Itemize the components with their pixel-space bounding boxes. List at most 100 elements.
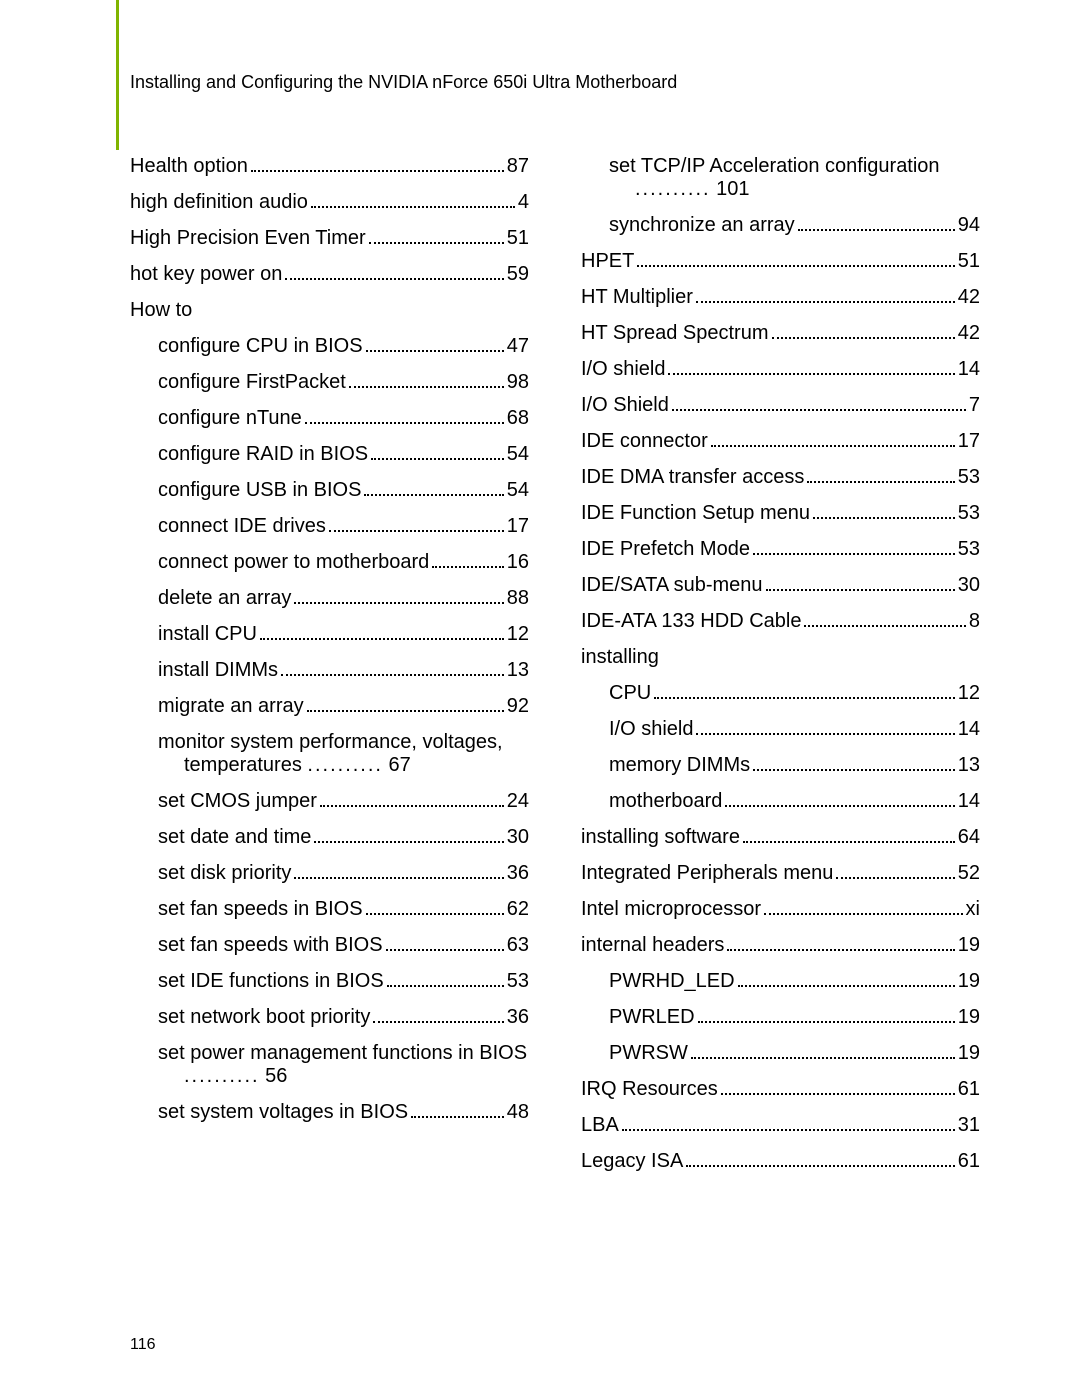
index-entry: HT Multiplier42 xyxy=(581,286,980,309)
index-entry-page: 30 xyxy=(958,574,980,597)
leader-dots xyxy=(622,1116,955,1131)
index-entry: set disk priority36 xyxy=(130,862,529,885)
leader-dots xyxy=(281,661,504,676)
index-col-left: Health option87high definition audio4Hig… xyxy=(130,155,529,1186)
leader-dots xyxy=(807,468,954,483)
leader-dots xyxy=(804,612,965,627)
index-entry: hot key power on59 xyxy=(130,263,529,286)
index-entry-label: IDE/SATA sub-menu xyxy=(581,574,763,597)
index-entry-page: 36 xyxy=(507,862,529,885)
leader-dots xyxy=(696,288,955,303)
index-entry-page: 92 xyxy=(507,695,529,718)
leader-dots xyxy=(329,517,504,532)
index-entry: configure RAID in BIOS54 xyxy=(130,443,529,466)
index-entry-page: 36 xyxy=(507,1006,529,1029)
index-entry: HPET51 xyxy=(581,250,980,273)
leader-dots xyxy=(320,792,504,807)
index-entry: set power management functions in BIOS .… xyxy=(130,1042,529,1088)
index-entry-page: 63 xyxy=(507,934,529,957)
index-entry-page: 17 xyxy=(958,430,980,453)
index-entry-page: 19 xyxy=(958,1006,980,1029)
index-entry: configure USB in BIOS54 xyxy=(130,479,529,502)
leader-dots xyxy=(696,720,954,735)
index-entry-label: HT Spread Spectrum xyxy=(581,322,769,345)
leader-dots xyxy=(637,252,954,267)
leader-dots xyxy=(294,864,503,879)
index-entry-label: configure CPU in BIOS xyxy=(158,335,363,358)
index-entry-label: LBA xyxy=(581,1114,619,1137)
index-entry: IDE Prefetch Mode53 xyxy=(581,538,980,561)
index-entry: Integrated Peripherals menu 52 xyxy=(581,862,980,885)
index-entry-label: high definition audio xyxy=(130,191,308,214)
leader-dots xyxy=(366,900,504,915)
leader-dots xyxy=(738,972,955,987)
page: Installing and Configuring the NVIDIA nF… xyxy=(0,0,1080,1388)
index-entry-page: 14 xyxy=(958,718,980,741)
index-entry-label: Integrated Peripherals menu xyxy=(581,862,833,885)
index-entry: IRQ Resources61 xyxy=(581,1078,980,1101)
index-entry: install DIMMs13 xyxy=(130,659,529,682)
leader-dots xyxy=(364,481,503,496)
index-entry-label: PWRHD_LED xyxy=(609,970,735,993)
index-entry-page: 13 xyxy=(958,754,980,777)
index-entry-page: 53 xyxy=(958,466,980,489)
index-entry: IDE/SATA sub-menu 30 xyxy=(581,574,980,597)
index-columns: Health option87high definition audio4Hig… xyxy=(130,155,980,1186)
running-head: Installing and Configuring the NVIDIA nF… xyxy=(130,72,980,93)
index-entry-page: 16 xyxy=(507,551,529,574)
leader-dots xyxy=(698,1008,955,1023)
index-entry-page: 17 xyxy=(507,515,529,538)
leader-dots xyxy=(766,576,955,591)
index-entry-label: Health option xyxy=(130,155,248,178)
index-entry: high definition audio4 xyxy=(130,191,529,214)
index-entry: PWRSW19 xyxy=(581,1042,980,1065)
index-entry-page: 54 xyxy=(507,479,529,502)
leader-dots xyxy=(251,157,504,172)
index-entry: connect power to motherboard16 xyxy=(130,551,529,574)
index-entry-page: 12 xyxy=(507,623,529,646)
index-entry-page: 64 xyxy=(958,826,980,849)
index-entry: Intel microprocessorxi xyxy=(581,898,980,921)
leader-dots xyxy=(369,229,504,244)
index-entry: set CMOS jumper24 xyxy=(130,790,529,813)
leader-dots xyxy=(668,360,954,375)
index-entry: internal headers 19 xyxy=(581,934,980,957)
leader-dots xyxy=(686,1152,954,1167)
index-entry-page: 51 xyxy=(507,227,529,250)
index-entry-page: 87 xyxy=(507,155,529,178)
index-entry-page: 61 xyxy=(958,1078,980,1101)
index-entry-page: 53 xyxy=(507,970,529,993)
index-entry-page: 52 xyxy=(958,862,980,885)
index-entry: set network boot priority36 xyxy=(130,1006,529,1029)
index-entry: motherboard14 xyxy=(581,790,980,813)
index-entry: Health option 87 xyxy=(130,155,529,178)
index-heading: installing xyxy=(581,646,980,669)
index-entry-label: connect IDE drives xyxy=(158,515,326,538)
index-entry-label: set CMOS jumper xyxy=(158,790,317,813)
index-entry-page: 51 xyxy=(958,250,980,273)
index-entry-label: memory DIMMs xyxy=(609,754,750,777)
index-entry-label: set date and time xyxy=(158,826,311,849)
index-entry: PWRHD_LED19 xyxy=(581,970,980,993)
index-entry-label: internal headers xyxy=(581,934,724,957)
index-entry-page: 88 xyxy=(507,587,529,610)
index-entry-label: set fan speeds with BIOS xyxy=(158,934,383,957)
index-entry: Legacy ISA61 xyxy=(581,1150,980,1173)
leader-dots xyxy=(672,396,966,411)
index-entry: monitor system performance, voltages, te… xyxy=(130,731,529,777)
index-entry: set fan speeds with BIOS 63 xyxy=(130,934,529,957)
leader-dots xyxy=(813,504,955,519)
index-entry-page: 14 xyxy=(958,358,980,381)
leader-dots xyxy=(727,936,954,951)
index-entry-page: 42 xyxy=(958,322,980,345)
leader-dots xyxy=(743,828,955,843)
index-entry-page: 19 xyxy=(958,934,980,957)
index-entry: installing software64 xyxy=(581,826,980,849)
index-entry: set date and time30 xyxy=(130,826,529,849)
leader-dots xyxy=(371,445,504,460)
index-entry-label: configure FirstPacket xyxy=(158,371,346,394)
index-entry-page: 12 xyxy=(958,682,980,705)
index-entry-page: 67 xyxy=(383,754,411,776)
side-rule xyxy=(116,0,119,150)
leader-dots xyxy=(411,1103,504,1118)
